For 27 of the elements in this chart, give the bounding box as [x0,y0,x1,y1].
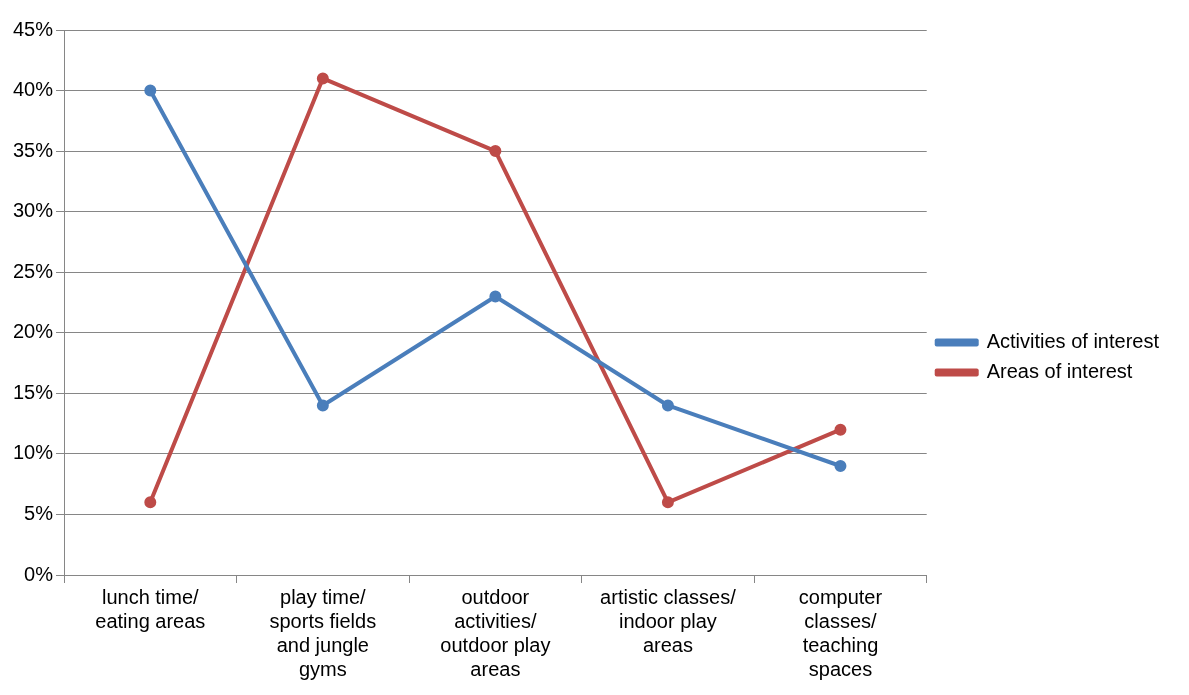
y-tick-label: 45% [13,17,54,40]
point [316,72,329,85]
x-tick-label: lunch time/ eating areas [95,585,206,632]
point [144,84,157,97]
y-tick-label: 15% [13,380,54,403]
x-tick-label: play time/ sports fields and jungle gyms [269,585,377,680]
point [489,290,502,303]
point [144,496,157,509]
point [834,423,847,436]
point [661,496,674,509]
point [661,399,674,412]
y-tick-label: 30% [13,199,54,222]
x-tick-label: computer classes/ teaching spaces [798,585,883,680]
y-tick-label: 40% [13,78,54,101]
x-tick-label: outdoor activities/ outdoor play areas [440,585,551,680]
x-tick-label: artistic classes/ indoor play areas [600,585,737,656]
point [834,460,847,472]
y-tick-label: 10% [13,441,54,464]
point [489,145,502,158]
y-tick-label: 20% [13,320,54,343]
y-tick-label: 25% [13,259,54,282]
point [316,399,329,412]
y-tick-label: 5% [24,501,54,524]
y-tick-label: 0% [24,562,54,585]
legend-label: Areas of interest [986,360,1133,383]
y-tick-label: 35% [13,138,54,161]
legend-label: Activities of interest [986,330,1160,353]
